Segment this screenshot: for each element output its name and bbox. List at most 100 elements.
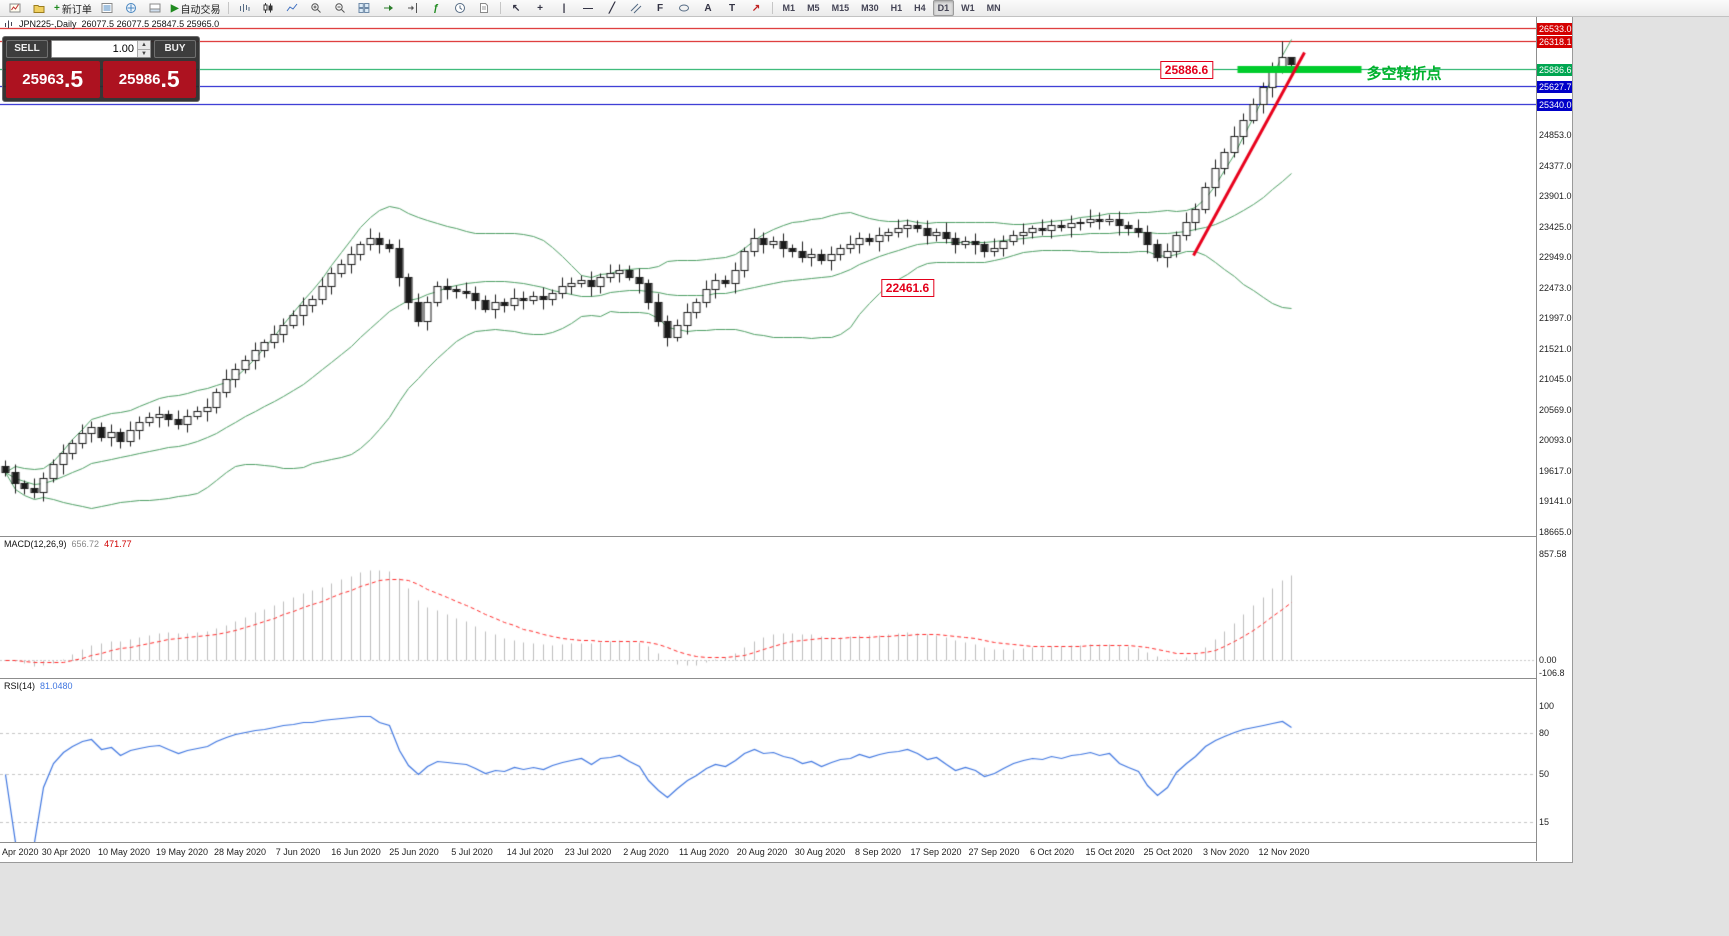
toolbar-separator	[771, 2, 773, 14]
date-axis-label: 2 Aug 2020	[623, 847, 669, 857]
date-axis-label: 16 Jun 2020	[331, 847, 381, 857]
chart-shift-icon[interactable]	[401, 0, 424, 17]
date-axis-label: 30 Apr 2020	[41, 847, 91, 857]
date-axis-label: 14 Jul 2020	[506, 847, 554, 857]
macd-axis-tick: 857.58	[1539, 549, 1567, 559]
price-annotation[interactable]: 22461.6	[880, 278, 935, 297]
label-tool-icon[interactable]: T	[728, 2, 736, 14]
price-axis-tick: 21997.0	[1539, 313, 1572, 323]
price-axis-tick: 23901.0	[1539, 191, 1572, 201]
timeframe-button-m5[interactable]: M5	[807, 3, 820, 13]
date-axis[interactable]: Apr 2020 30 Apr 2020 10 May 2020 19 May 202…	[0, 843, 1536, 861]
price-axis-tick: 22473.0	[1539, 283, 1572, 293]
date-axis-label: 6 Oct 2020	[1029, 847, 1075, 857]
buy-price-main: 25986	[118, 71, 161, 88]
candlestick-chart-icon[interactable]	[257, 0, 280, 17]
price-level-tag: 25627.7	[1537, 80, 1572, 93]
buy-price-button[interactable]: 25986.5	[102, 61, 196, 98]
timeframe-button-mn[interactable]: MN	[986, 3, 1001, 13]
price-axis-tick: 24377.0	[1539, 161, 1572, 171]
price-axis-tick: 23425.0	[1539, 222, 1572, 232]
turning-point-label[interactable]: 多空转折点	[1366, 65, 1442, 82]
date-axis-label: Apr 2020	[2, 847, 39, 857]
bar-chart-icon[interactable]	[233, 0, 256, 17]
price-axis[interactable]: 24853.0 24377.0 23901.0 23425.0 22949.0 22473…	[1536, 17, 1572, 861]
text-tool-icon[interactable]: A	[704, 2, 712, 14]
indicators-icon[interactable]: ƒ	[433, 2, 439, 14]
profiles-icon[interactable]	[27, 0, 50, 17]
horizontal-line-icon[interactable]: —	[583, 2, 594, 14]
timeframe-button-d1[interactable]: D1	[932, 0, 955, 16]
line-chart-icon[interactable]	[281, 0, 304, 17]
volume-down-button[interactable]: ▼	[138, 49, 150, 57]
price-axis-tick: 21521.0	[1539, 344, 1572, 354]
panel-divider[interactable]	[0, 842, 1572, 843]
price-axis-tick: 19141.0	[1539, 496, 1572, 506]
macd-label: MACD(12,26,9) 656.72 471.77	[4, 539, 132, 549]
panel-divider[interactable]	[0, 678, 1572, 679]
price-annotation[interactable]: 25886.6	[1159, 60, 1214, 79]
date-axis-label: 10 May 2020	[97, 847, 151, 857]
date-axis-label: 19 May 2020	[155, 847, 209, 857]
fibonacci-icon[interactable]: F	[656, 2, 664, 14]
panel-divider[interactable]	[0, 536, 1572, 537]
date-axis-label: 8 Sep 2020	[854, 847, 902, 857]
trendline-icon[interactable]: ╱	[609, 2, 616, 14]
zoom-in-icon[interactable]	[305, 0, 328, 17]
shapes-icon[interactable]	[673, 0, 696, 17]
timeframe-button-h4[interactable]: H4	[914, 3, 926, 13]
macd-indicator-canvas[interactable]	[0, 537, 1536, 678]
time-periods-icon[interactable]	[449, 0, 472, 17]
sell-button[interactable]: SELL	[6, 40, 48, 58]
terminal-icon[interactable]	[144, 0, 167, 17]
date-axis-label: 5 Jul 2020	[451, 847, 493, 857]
new-chart-icon[interactable]	[3, 0, 26, 17]
macd-axis-tick: -106.8	[1539, 668, 1565, 678]
volume-input[interactable]	[52, 41, 137, 57]
price-axis-tick: 18665.0	[1539, 527, 1572, 537]
new-order-plus-icon: +	[54, 2, 60, 14]
vertical-line-icon[interactable]: |	[562, 2, 566, 14]
new-order-label: 新订单	[61, 4, 92, 16]
channel-icon[interactable]	[625, 0, 648, 17]
market-watch-icon[interactable]	[96, 0, 119, 17]
autotrading-button[interactable]: ▶ 自动交易	[168, 0, 224, 17]
macd-axis-tick: 0.00	[1539, 655, 1557, 665]
volume-stepper: ▲ ▼	[51, 40, 151, 58]
toolbar-separator	[227, 2, 229, 14]
date-axis-label: 23 Jul 2020	[564, 847, 612, 857]
new-order-button[interactable]: + 新订单	[51, 0, 95, 17]
rsi-axis-tick: 50	[1539, 769, 1550, 779]
ohlc-values: 26077.5 26077.5 25847.5 25965.0	[81, 19, 220, 29]
navigator-icon[interactable]	[120, 0, 143, 17]
tile-windows-icon[interactable]	[353, 0, 376, 17]
chart-info-line: JPN225-,Daily 26077.5 26077.5 25847.5 25…	[4, 19, 219, 29]
buy-button[interactable]: BUY	[154, 40, 196, 58]
sell-price-main: 25963	[22, 71, 65, 88]
timeframe-button-m15[interactable]: M15	[831, 3, 850, 13]
timeframe-button-m30[interactable]: M30	[861, 3, 879, 13]
date-axis-label: 11 Aug 2020	[679, 847, 729, 857]
rsi-indicator-canvas[interactable]	[0, 679, 1536, 842]
sell-price-button[interactable]: 25963.5	[6, 61, 100, 98]
timeframe-button-w1[interactable]: W1	[961, 3, 975, 13]
arrows-tool-icon[interactable]: ↗	[751, 2, 761, 14]
templates-icon[interactable]	[473, 0, 496, 17]
zoom-out-icon[interactable]	[329, 0, 352, 17]
price-chart-canvas[interactable]	[0, 17, 1536, 536]
price-axis-tick: 20093.0	[1539, 435, 1572, 445]
autotrading-play-icon: ▶	[170, 2, 179, 14]
rsi-value: 81.0480	[40, 681, 73, 691]
crosshair-icon[interactable]: +	[537, 2, 543, 14]
auto-scroll-icon[interactable]	[377, 0, 400, 17]
autotrading-label: 自动交易	[180, 4, 221, 16]
timeframe-button-h1[interactable]: H1	[890, 3, 903, 13]
rsi-axis-tick: 15	[1539, 817, 1550, 827]
date-axis-label: 7 Jun 2020	[275, 847, 321, 857]
price-level-tag: 26533.0	[1537, 22, 1572, 35]
cursor-icon[interactable]: ↖	[511, 2, 521, 14]
date-axis-label: 20 Aug 2020	[736, 847, 788, 857]
volume-up-button[interactable]: ▲	[138, 41, 150, 49]
timeframe-button-m1[interactable]: M1	[782, 3, 796, 13]
timeframe-group: M1 M5 M15 M30 H1 H4 D1 W1 MN	[777, 0, 1007, 16]
